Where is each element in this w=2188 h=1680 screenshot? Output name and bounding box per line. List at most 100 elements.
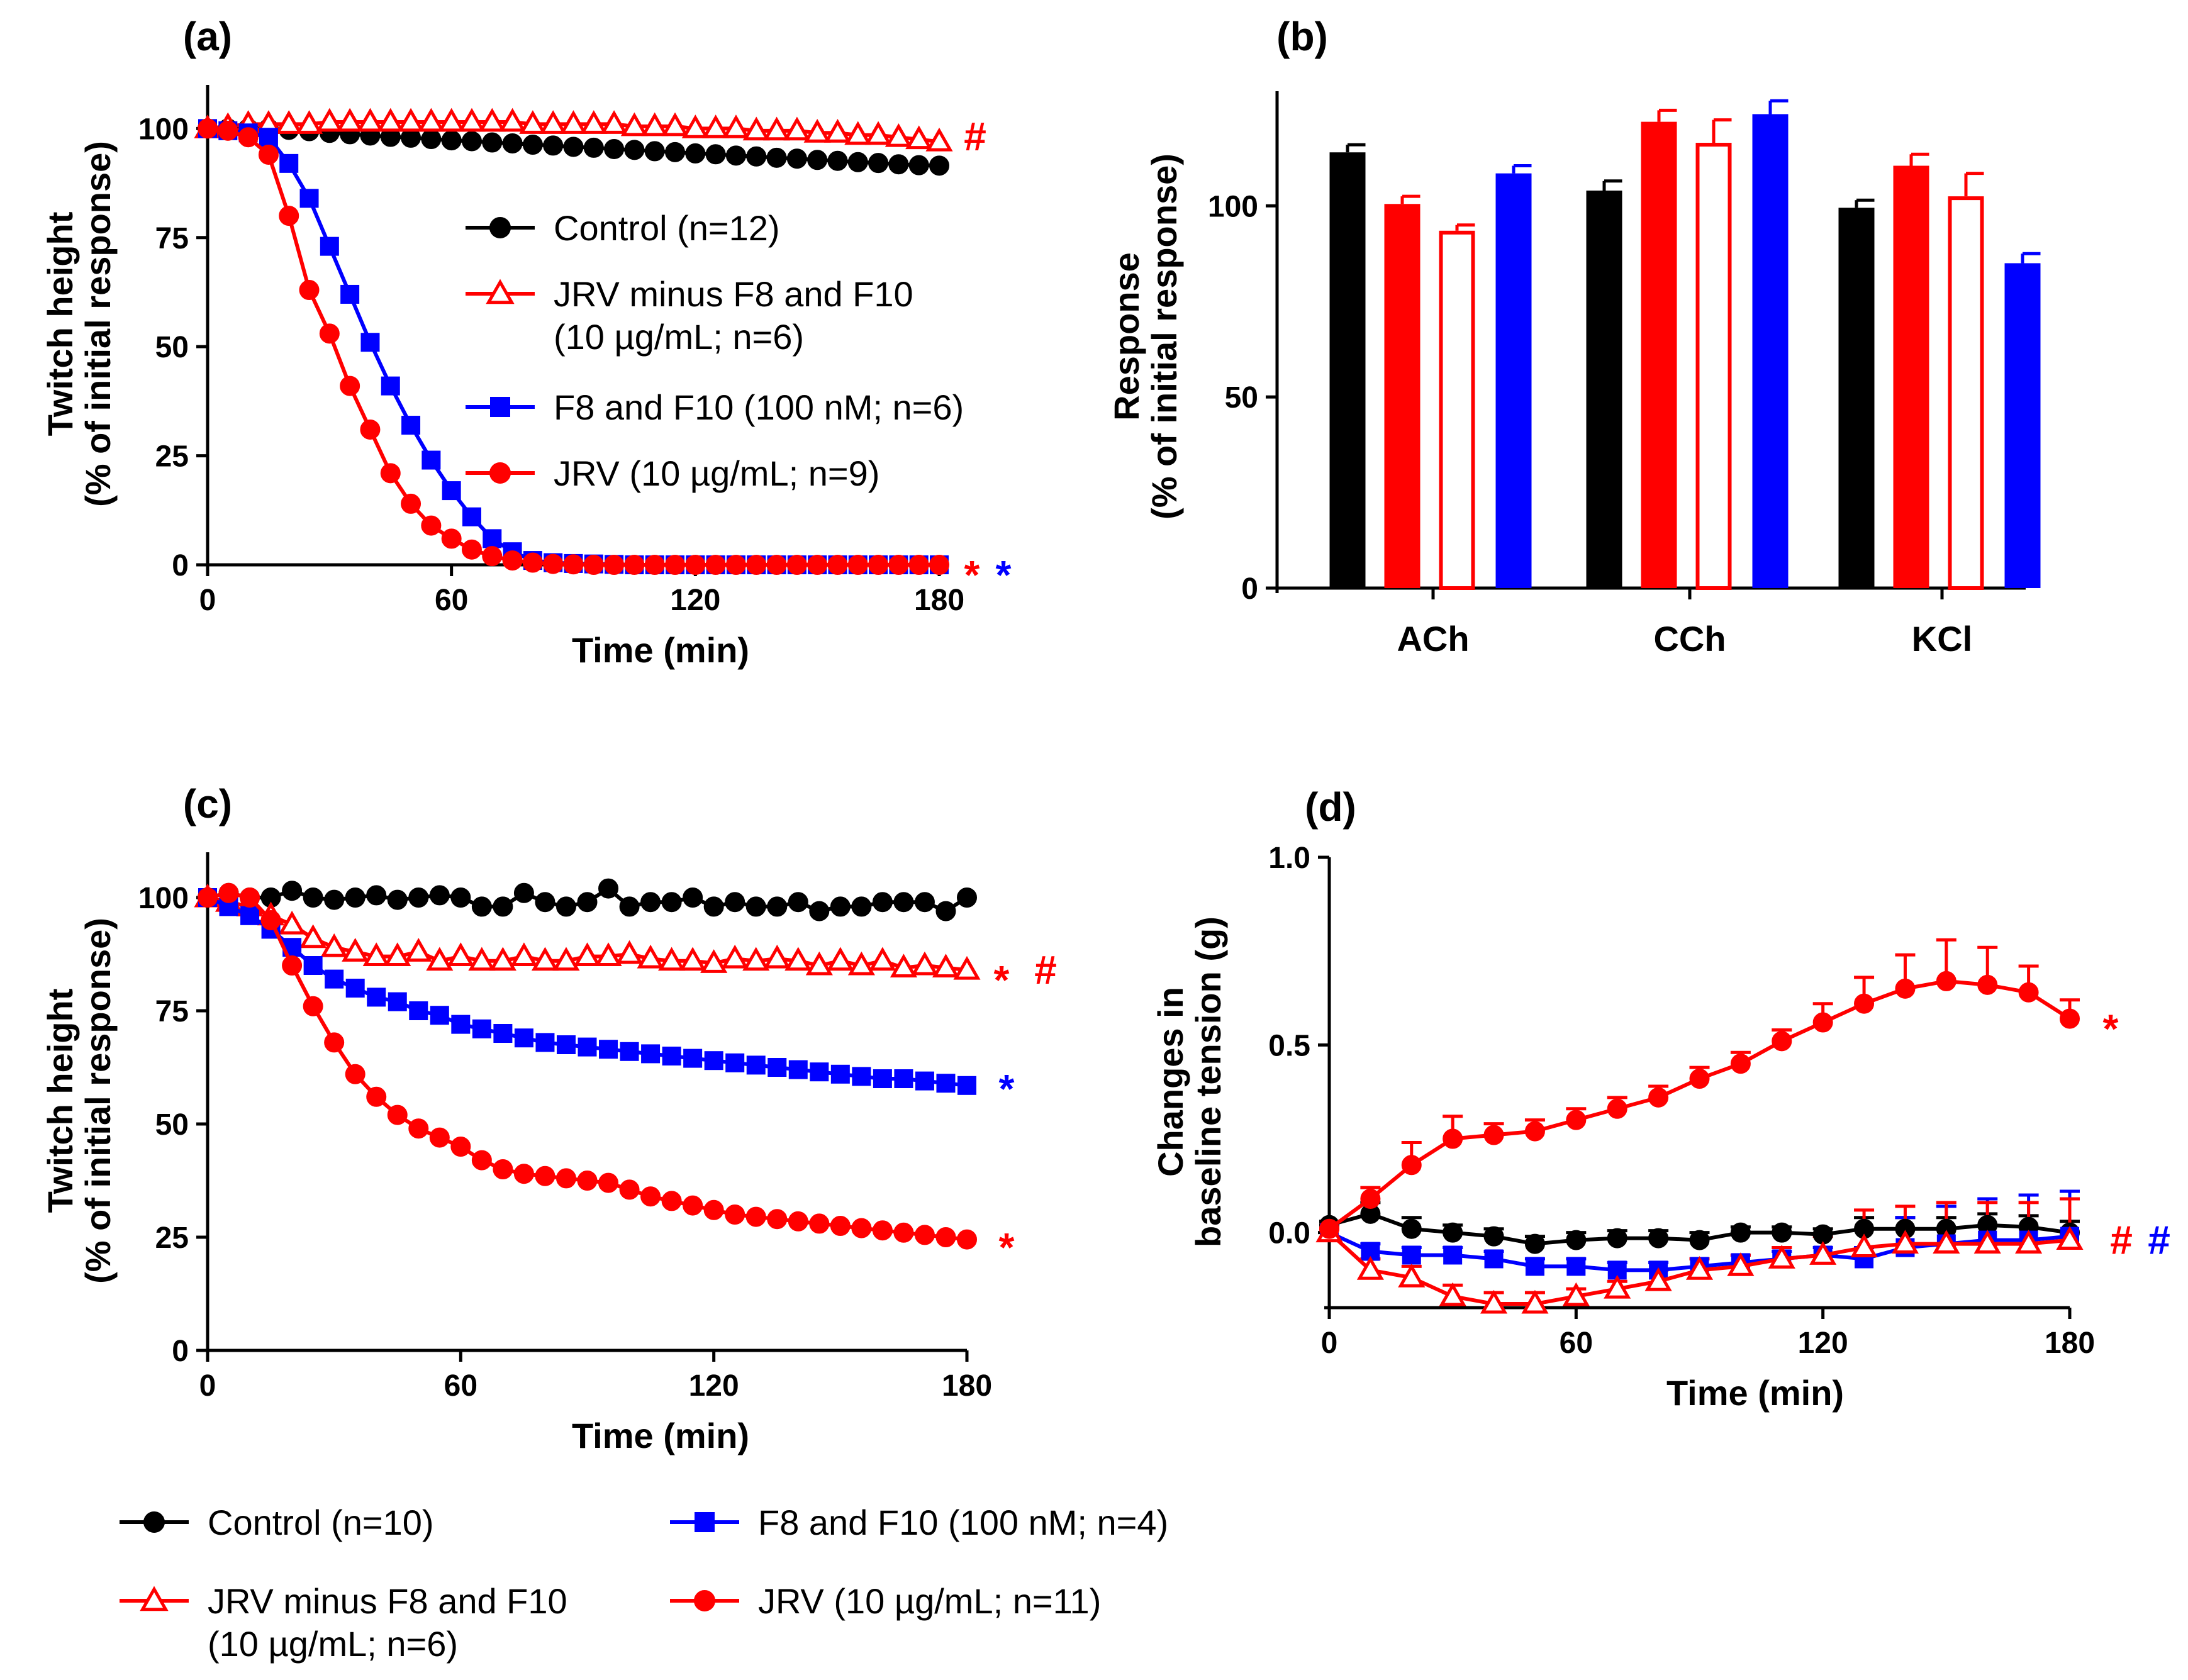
c-data-point <box>957 1229 977 1250</box>
d-data-point <box>1443 1128 1463 1149</box>
c-data-point <box>218 882 239 903</box>
a-data-point <box>559 110 588 134</box>
c-data-point <box>935 901 956 921</box>
c-data-point <box>489 947 516 971</box>
c-data-point <box>615 940 644 964</box>
c-data-point <box>573 942 601 967</box>
c-data-point <box>594 942 622 967</box>
d-data-point <box>1730 1054 1751 1074</box>
b-y-tick-label: 50 <box>1225 381 1258 414</box>
c-data-point <box>619 1179 640 1200</box>
a-data-point <box>742 116 770 141</box>
a-data-point <box>340 375 360 396</box>
d-data-point <box>2056 1226 2084 1250</box>
d-data-point <box>1730 1222 1751 1243</box>
c-data-point <box>703 1199 724 1220</box>
c-data-point <box>658 947 686 971</box>
c-data-point <box>282 881 303 901</box>
d-data-point <box>1689 1069 1710 1089</box>
a-data-point <box>483 529 502 548</box>
c-y-tick-label: 0 <box>172 1335 189 1368</box>
b-y-tick-label: 100 <box>1208 190 1258 223</box>
a-data-point <box>421 450 441 470</box>
c-data-point <box>830 1064 850 1084</box>
c-data-point <box>471 896 492 917</box>
b-y-axis-label: Response <box>1107 252 1146 421</box>
c-data-point <box>198 887 218 908</box>
a-x-tick-label: 180 <box>914 584 964 617</box>
c-data-point <box>809 901 830 921</box>
c-x-tick-label: 60 <box>444 1369 477 1403</box>
a-data-point <box>563 136 584 157</box>
a-data-point <box>786 148 807 169</box>
a-data-point <box>908 555 929 575</box>
a-data-point <box>563 554 584 575</box>
a-data-point <box>786 555 807 575</box>
panel-d: 0 60 120 180 0.0 0.5 1.0 Time (min) Changes inba… <box>1151 784 2170 1413</box>
c-data-point <box>387 889 408 910</box>
c-data-point <box>767 1058 787 1077</box>
a-data-point <box>705 555 726 575</box>
a-data-point <box>461 539 482 560</box>
a-data-point <box>868 153 889 174</box>
a-data-point <box>458 108 486 132</box>
c-data-point <box>725 1204 745 1225</box>
d-y-tick-label: 1.0 <box>1268 842 1310 875</box>
c-legend-marker <box>695 1512 715 1532</box>
a-data-point <box>644 555 665 575</box>
a-data-point <box>624 140 645 160</box>
c-x-tick-label: 120 <box>689 1369 739 1403</box>
c-data-point <box>324 1032 345 1053</box>
a-data-point <box>685 143 706 164</box>
a-data-point <box>238 127 259 148</box>
c-data-point <box>830 896 851 917</box>
c-data-point <box>725 1053 745 1072</box>
d-data-point <box>1401 1155 1422 1176</box>
c-data-point <box>957 887 977 908</box>
c-data-point <box>578 1037 597 1057</box>
d-data-point <box>1812 1012 1833 1033</box>
a-data-point <box>417 108 445 132</box>
c-data-point <box>936 1074 956 1093</box>
c-data-point <box>810 1062 829 1082</box>
a-data-point <box>356 108 384 132</box>
d-significance-mark: * <box>2103 1006 2119 1052</box>
d-significance-mark: # <box>2148 1218 2170 1263</box>
a-data-point <box>604 138 625 159</box>
c-x-tick-label: 0 <box>199 1369 216 1403</box>
a-data-point <box>925 127 953 152</box>
a-data-point <box>929 555 949 575</box>
b-bar <box>1329 152 1366 588</box>
c-data-point <box>869 947 896 971</box>
a-data-point <box>766 555 787 575</box>
a-data-point <box>320 236 339 256</box>
a-data-point <box>746 146 767 167</box>
a-data-point <box>397 108 425 132</box>
a-data-point <box>482 546 503 567</box>
c-data-point <box>914 892 935 913</box>
a-data-point <box>620 112 648 136</box>
c-data-point <box>531 947 559 971</box>
c-panel-label: (c) <box>183 781 232 826</box>
d-series-line <box>1328 979 2071 1231</box>
d-x-tick-label: 0 <box>1321 1327 1338 1360</box>
c-data-point <box>767 896 788 917</box>
d-data-point <box>1895 978 1916 999</box>
a-data-point <box>888 154 909 175</box>
b-bar <box>1893 165 1929 588</box>
d-data-point <box>1854 993 1875 1014</box>
a-data-point <box>442 481 461 501</box>
a-data-point <box>868 555 889 575</box>
a-data-point <box>380 463 401 484</box>
c-data-point <box>703 896 724 917</box>
a-data-point <box>583 555 604 575</box>
d-data-point <box>1483 1226 1504 1247</box>
d-data-point <box>2060 1008 2080 1029</box>
c-legend-label: F8 and F10 (100 nM; n=4) <box>758 1503 1168 1542</box>
c-data-point <box>932 954 960 978</box>
c-data-point <box>746 1055 766 1075</box>
a-y-tick-label: 50 <box>155 331 189 364</box>
d-significance-mark: # <box>2110 1218 2133 1263</box>
a-data-point <box>336 108 364 132</box>
c-data-point <box>577 892 598 913</box>
